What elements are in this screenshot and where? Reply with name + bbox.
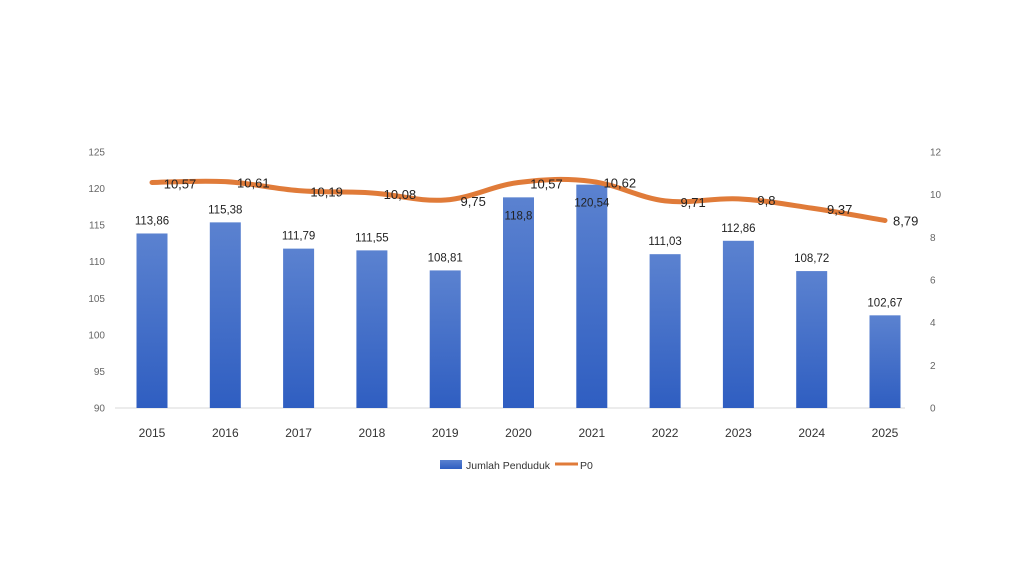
legend-label-line: P0 bbox=[580, 460, 593, 472]
x-tick-2019: 2019 bbox=[432, 426, 459, 440]
bar-label-2015: 113,86 bbox=[135, 215, 169, 227]
p0-label-2019: 9,75 bbox=[461, 194, 486, 209]
p0-label-2016: 10,61 bbox=[237, 176, 270, 191]
bar-label-2017: 111,79 bbox=[282, 231, 315, 243]
bar-label-2018: 111,55 bbox=[355, 232, 388, 244]
left-axis-tick: 100 bbox=[88, 330, 105, 341]
p0-line bbox=[149, 176, 888, 223]
bar-label-2023: 112,86 bbox=[721, 223, 755, 235]
bar-2020 bbox=[503, 197, 534, 408]
p0-label-2021: 10,62 bbox=[604, 175, 637, 190]
left-axis-tick: 105 bbox=[88, 294, 105, 305]
left-axis-tick: 120 bbox=[88, 184, 105, 195]
bar-label-2021: 120,54 bbox=[574, 198, 610, 210]
p0-label-2015: 10,57 bbox=[164, 177, 197, 192]
x-tick-2016: 2016 bbox=[212, 426, 239, 440]
p0-label-2023: 9,8 bbox=[757, 193, 775, 208]
bar-label-2019: 108,81 bbox=[428, 252, 463, 264]
bar-2023 bbox=[722, 240, 754, 408]
bar-label-2025: 102,67 bbox=[867, 297, 902, 309]
x-tick-2017: 2017 bbox=[285, 426, 312, 440]
bar-label-2022: 111,03 bbox=[648, 236, 681, 248]
x-tick-2015: 2015 bbox=[139, 426, 166, 440]
x-tick-2024: 2024 bbox=[798, 426, 825, 440]
legend-swatch-bar bbox=[440, 460, 462, 469]
x-tick-2020: 2020 bbox=[505, 426, 532, 440]
right-axis-tick: 2 bbox=[930, 361, 936, 372]
p0-label-2020: 10,57 bbox=[530, 177, 563, 192]
p0-label-2022: 9,71 bbox=[680, 195, 705, 210]
p0-label-2024: 9,37 bbox=[827, 202, 852, 217]
right-axis-tick: 12 bbox=[930, 148, 942, 159]
left-axis-tick: 125 bbox=[88, 148, 105, 159]
left-axis-tick: 115 bbox=[89, 221, 105, 232]
left-axis-tick: 95 bbox=[94, 367, 106, 378]
legend-label-bar: Jumlah Penduduk bbox=[466, 460, 551, 472]
p0-label-2018: 10,08 bbox=[384, 187, 417, 202]
right-axis-tick: 10 bbox=[930, 190, 942, 201]
x-tick-2025: 2025 bbox=[872, 426, 899, 440]
bar-2015 bbox=[136, 233, 168, 408]
left-axis-tick: 90 bbox=[94, 404, 106, 415]
x-tick-2018: 2018 bbox=[359, 426, 386, 440]
bar-2016 bbox=[209, 222, 241, 408]
bar-2018 bbox=[356, 250, 388, 408]
bar-2019 bbox=[429, 270, 461, 408]
x-tick-2021: 2021 bbox=[578, 426, 605, 440]
bar-2025 bbox=[869, 315, 901, 408]
bar-label-2020: 118,8 bbox=[505, 210, 533, 222]
bar-2021 bbox=[576, 184, 608, 408]
p0-label-2025: 8,79 bbox=[893, 213, 918, 228]
right-axis-tick: 4 bbox=[930, 318, 936, 329]
legend: Jumlah Penduduk P0 bbox=[440, 460, 593, 472]
bar-2024 bbox=[796, 271, 828, 408]
bar-label-2024: 108,72 bbox=[794, 253, 829, 265]
bar-2017 bbox=[283, 248, 315, 408]
right-axis-tick: 0 bbox=[930, 404, 936, 415]
right-axis-tick: 8 bbox=[930, 233, 936, 244]
bar-label-2016: 115,38 bbox=[208, 204, 242, 216]
right-axis-tick: 6 bbox=[930, 276, 936, 287]
left-axis-tick: 110 bbox=[89, 257, 105, 268]
x-tick-2022: 2022 bbox=[652, 426, 679, 440]
p0-label-2017: 10,19 bbox=[310, 185, 343, 200]
bar-2022 bbox=[649, 254, 681, 408]
x-tick-2023: 2023 bbox=[725, 426, 752, 440]
